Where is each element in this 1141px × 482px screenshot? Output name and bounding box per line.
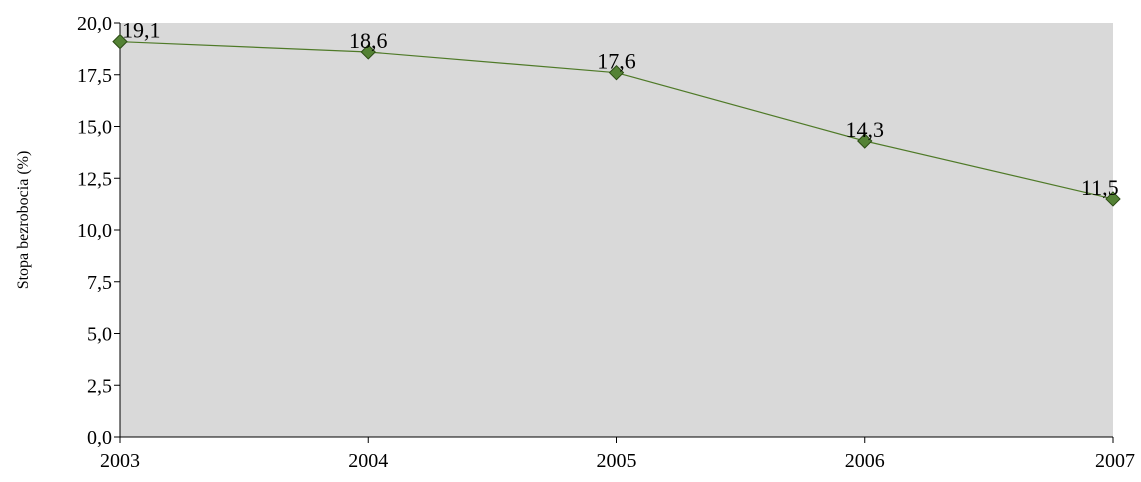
x-tick-label: 2004: [348, 450, 388, 472]
y-tick-label: 17,5: [77, 65, 112, 87]
data-label: 17,6: [597, 49, 636, 74]
data-point-marker: [857, 133, 873, 149]
data-labels: 19,1 18,6 17,6 14,3 11,5: [122, 18, 1119, 200]
y-tick-label: 2,5: [87, 375, 112, 397]
y-tick-label: 5,0: [87, 324, 112, 346]
plot-area: [120, 23, 1113, 437]
data-point-marker: [1105, 191, 1121, 207]
x-axis: 2003 2004 2005 2006 2007: [100, 436, 1135, 472]
y-tick-label: 7,5: [87, 272, 112, 294]
data-point-marker: [360, 44, 376, 60]
x-tick-label: 2007: [1095, 450, 1135, 472]
y-axis-title: Stopa bezrobocia (%): [15, 151, 32, 290]
y-tick-label: 10,0: [77, 220, 112, 242]
y-tick-label: 12,5: [77, 168, 112, 190]
y-axis: 0,0 2,5 5,0 7,5 10,0 12,5 15,0 17,5 20,0: [77, 13, 121, 449]
x-tick-label: 2005: [597, 450, 637, 472]
data-label: 19,1: [122, 18, 161, 43]
y-tick-label: 20,0: [77, 13, 112, 35]
x-tick-label: 2003: [100, 450, 140, 472]
y-tick-label: 0,0: [87, 427, 112, 449]
data-label: 14,3: [846, 117, 885, 142]
data-label: 11,5: [1081, 175, 1119, 200]
y-tick-label: 15,0: [77, 117, 112, 139]
data-label: 18,6: [349, 28, 388, 53]
series-line-group: [112, 33, 1121, 207]
x-tick-label: 2006: [845, 450, 885, 472]
data-point-marker: [608, 64, 625, 81]
data-point-marker: [112, 33, 128, 50]
